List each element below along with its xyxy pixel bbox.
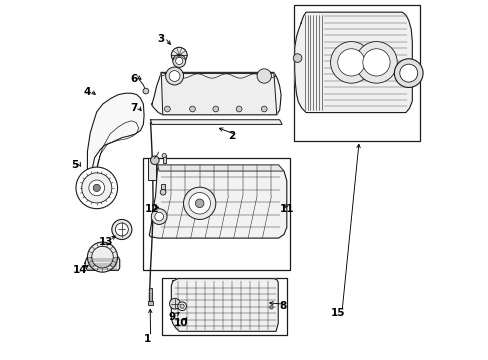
Circle shape	[362, 49, 389, 76]
Bar	[143, 158, 290, 270]
Text: 6: 6	[130, 74, 138, 84]
Text: 7: 7	[130, 103, 138, 113]
Polygon shape	[158, 165, 284, 171]
Circle shape	[355, 41, 396, 83]
Circle shape	[269, 306, 273, 309]
Circle shape	[212, 106, 218, 112]
Bar	[147, 301, 153, 305]
Text: 10: 10	[173, 319, 187, 328]
Bar	[163, 155, 165, 163]
Circle shape	[337, 49, 364, 76]
Circle shape	[257, 69, 271, 83]
Circle shape	[87, 242, 117, 272]
Circle shape	[399, 64, 417, 82]
Circle shape	[162, 153, 166, 158]
Circle shape	[236, 106, 242, 112]
Text: 3: 3	[157, 35, 164, 44]
Circle shape	[142, 88, 148, 94]
Text: 14: 14	[73, 265, 87, 275]
Circle shape	[171, 47, 187, 63]
Circle shape	[178, 302, 186, 311]
Text: 4: 4	[83, 87, 90, 97]
Polygon shape	[149, 165, 286, 238]
Polygon shape	[87, 93, 144, 199]
Text: 2: 2	[228, 131, 235, 141]
Text: 13: 13	[99, 237, 113, 247]
Text: 11: 11	[279, 204, 293, 214]
Polygon shape	[294, 12, 411, 113]
Polygon shape	[161, 72, 276, 115]
Circle shape	[188, 193, 210, 214]
Circle shape	[394, 59, 422, 87]
Circle shape	[261, 106, 266, 112]
Circle shape	[150, 156, 159, 165]
Circle shape	[293, 54, 301, 62]
Text: 9: 9	[168, 312, 175, 322]
Circle shape	[89, 180, 104, 196]
Circle shape	[330, 41, 371, 83]
Polygon shape	[152, 72, 281, 115]
Bar	[148, 288, 152, 303]
Circle shape	[81, 173, 112, 203]
Polygon shape	[150, 120, 282, 125]
Circle shape	[169, 298, 180, 309]
Text: 1: 1	[143, 333, 150, 343]
Circle shape	[115, 223, 128, 236]
Circle shape	[151, 209, 167, 225]
Circle shape	[93, 184, 100, 192]
Circle shape	[172, 54, 185, 67]
Text: 15: 15	[330, 309, 345, 318]
Text: 8: 8	[279, 301, 286, 311]
Circle shape	[183, 187, 215, 220]
Circle shape	[164, 106, 170, 112]
Bar	[161, 184, 164, 192]
Bar	[162, 278, 286, 335]
Bar	[293, 5, 419, 141]
Circle shape	[180, 304, 184, 309]
Polygon shape	[171, 279, 278, 331]
Text: 12: 12	[144, 204, 159, 215]
Text: 5: 5	[71, 160, 79, 170]
Circle shape	[112, 220, 132, 239]
Circle shape	[169, 71, 180, 81]
Circle shape	[176, 306, 180, 309]
Circle shape	[160, 189, 165, 195]
Bar	[147, 158, 155, 180]
Circle shape	[189, 106, 195, 112]
Circle shape	[195, 199, 203, 208]
Circle shape	[92, 246, 113, 268]
Circle shape	[165, 67, 183, 85]
Circle shape	[175, 57, 183, 64]
Circle shape	[155, 212, 163, 221]
Polygon shape	[85, 257, 120, 270]
Circle shape	[76, 167, 117, 209]
